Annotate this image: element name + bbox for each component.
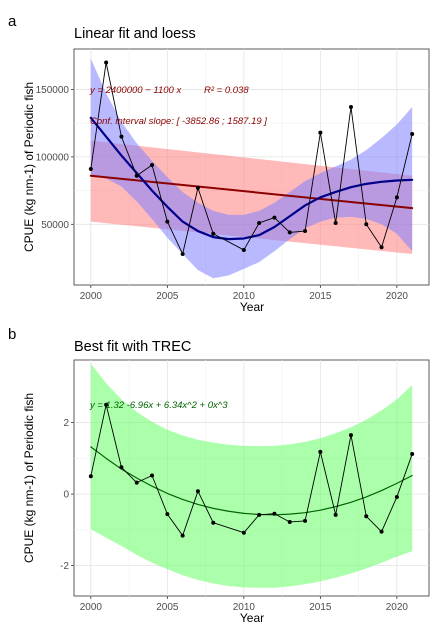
panel-a-observed-point [303,229,308,234]
panel-b-letter: b [8,326,16,343]
panel-a-observed-point [394,195,399,200]
panel-b-observed-point [257,512,262,517]
panel-a-lines [88,60,415,256]
panel-b-observed-point [150,473,155,478]
panel-b-observed-point [88,474,93,479]
panel-a-bands [90,58,413,279]
panel-a-loess-ci-band [90,58,413,279]
panel-b-observed-point [410,452,415,457]
panel-b-lines [88,402,415,538]
panel-a-letter: a [8,13,17,30]
panel-a-conf-interval: Conf. interval slope: [ -3852.86 ; 1587.… [90,116,267,127]
panel-b-observed-point [333,512,338,517]
panel-a-observed-point [150,162,155,167]
panel-b-y-tick-label: 0 [63,490,69,501]
panel-b-xlabel: Year [240,611,264,625]
panel-b-ticks: 2000 2005 2010 2015 2020 -2 0 2 [60,418,408,613]
panel-b-observed-point [165,512,170,517]
panel-a-observed-point [318,130,323,135]
panel-a-y-tick-label: 150000 [36,85,70,96]
panel-a-y-tick-label: 50000 [41,220,69,231]
panel-a-observed-point [333,220,338,225]
panel-a-observed-point [257,220,262,225]
panel-b-x-tick-label: 2015 [309,602,332,613]
panel-b-x-tick-label: 2010 [233,602,256,613]
panel-b-y-tick-label: 2 [63,418,69,429]
panel-a-r-squared: R² = 0.038 [204,85,249,96]
panel-b-observed-point [303,518,308,523]
panel-a-xlabel: Year [240,300,264,314]
panel-b-observed-point [134,480,139,485]
panel-b-bands [90,363,413,588]
panel-a-y-tick-label: 100000 [36,152,70,163]
panel-b-poly-fit-line [90,446,413,516]
panel-b-observed-point [348,433,353,438]
panel-b-observed-point [394,494,399,499]
panel-b-x-tick-label: 2000 [80,602,103,613]
panel-a-observed-point [287,230,292,235]
panel-a-observed-point [364,222,369,227]
panel-a-observed-point [272,215,277,220]
panel-a: a Linear fit and loess 2000 2005 2010 2015 2… [8,13,430,314]
panel-a-x-tick-label: 2020 [386,291,409,302]
panel-b-observed-point [379,529,384,534]
panel-b-observed-point [287,519,292,524]
panel-a-x-tick-label: 2005 [156,291,179,302]
panel-a-observed-point [195,185,200,190]
panel-a-title: Linear fit and loess [74,26,196,42]
panel-a-x-tick-label: 2015 [309,291,332,302]
panel-b-observed-point [241,530,246,535]
panel-a-observed-point [410,131,415,136]
panel-a-ticks: 2000 2005 2010 2015 2020 50000 100000 150000 [36,85,409,302]
panel-a-observed-point [88,167,93,172]
panel-a-observed-point [379,245,384,250]
panel-b-observed-point [272,511,277,516]
panel-b-x-tick-label: 2020 [386,602,409,613]
panel-b-poly-ci-band [90,363,413,588]
panel-a-observed-point [134,173,139,178]
panel-a-observed-point [348,104,353,109]
panel-b-observed-point [104,402,109,407]
panel-a-equation: y = 2400000 − 1100 x [89,85,182,96]
panel-a-observed-point [241,247,246,252]
panel-b-ylabel: CPUE (kg nm-1) of Periodic fish [22,393,36,563]
panel-a-x-tick-label: 2010 [233,291,256,302]
panel-b-y-tick-label: -2 [60,561,69,572]
panel-a-observed-point [165,219,170,224]
panel-a-observed-point [119,134,124,139]
panel-b-x-tick-label: 2005 [156,602,179,613]
panel-b-observed-point [364,514,369,519]
panel-a-x-tick-label: 2000 [80,291,103,302]
panel-a-ylabel: CPUE (kg nm-1) of Periodic fish [22,82,36,252]
panel-b-title: Best fit with TREC [74,339,191,355]
panel-b-observed-point [211,520,216,525]
panel-b-observed-point [119,465,124,470]
panel-b-observed-point [180,533,185,538]
panel-a-observed-point [180,251,185,256]
panel-b-observed-point [318,449,323,454]
panel-b-equation: y = 1.32 -6.96x + 6.34x^2 + 0x^3 [89,400,228,411]
panel-b-observed-point [195,489,200,494]
panel-a-observed-point [211,231,216,236]
panel-b: b Best fit with TREC 2000 2005 2010 2015 202… [8,326,430,625]
panel-a-observed-point [104,60,109,65]
